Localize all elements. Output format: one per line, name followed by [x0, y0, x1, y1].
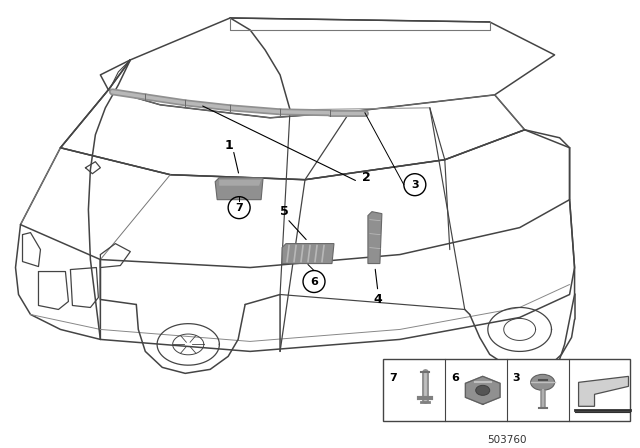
Text: 4: 4: [374, 293, 382, 306]
Polygon shape: [368, 211, 382, 263]
Ellipse shape: [476, 385, 490, 395]
Polygon shape: [579, 376, 628, 406]
Bar: [383, 359, 630, 421]
Text: 3: 3: [411, 180, 419, 190]
Text: 6: 6: [451, 373, 459, 383]
Ellipse shape: [531, 375, 555, 390]
Polygon shape: [282, 244, 334, 263]
Text: 7: 7: [236, 202, 243, 213]
Text: 2: 2: [362, 171, 371, 184]
Text: 7: 7: [389, 373, 397, 383]
Text: 1: 1: [225, 139, 234, 152]
Text: 3: 3: [513, 373, 520, 383]
Text: 503760: 503760: [487, 435, 527, 445]
Polygon shape: [219, 180, 261, 185]
Polygon shape: [465, 376, 500, 404]
Text: 5: 5: [280, 205, 289, 218]
Text: 6: 6: [310, 276, 318, 287]
Polygon shape: [215, 178, 263, 200]
